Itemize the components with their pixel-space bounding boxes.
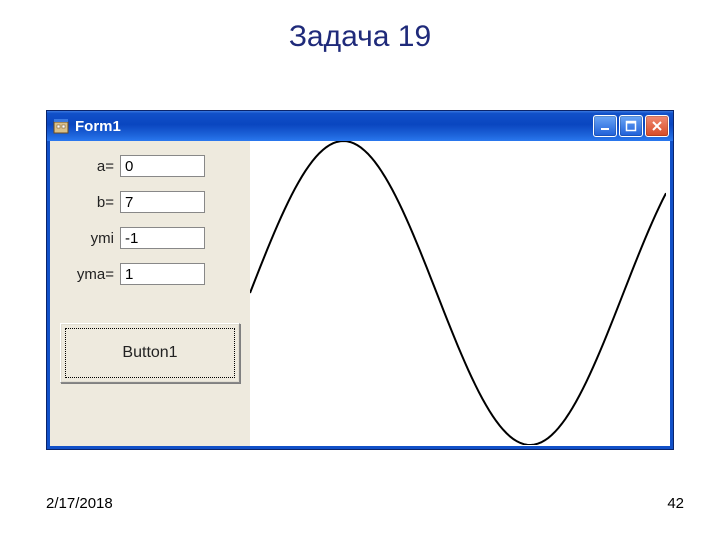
slide-title: Задача 19	[0, 0, 720, 54]
label-yma: yma=	[60, 266, 120, 283]
input-yma[interactable]	[120, 263, 205, 285]
input-a[interactable]	[120, 155, 205, 177]
field-ymi: ymi	[60, 227, 240, 249]
input-b[interactable]	[120, 191, 205, 213]
label-a: a=	[60, 158, 120, 175]
button1[interactable]: Button1	[60, 323, 240, 383]
form-body: a= b= ymi yma= Button1	[47, 141, 673, 449]
form-window: Form1 a= b= ymi	[46, 110, 674, 450]
footer-page-number: 42	[667, 495, 684, 512]
input-ymi[interactable]	[120, 227, 205, 249]
close-button[interactable]	[645, 115, 669, 137]
plot-canvas	[250, 141, 670, 446]
maximize-button[interactable]	[619, 115, 643, 137]
field-b: b=	[60, 191, 240, 213]
field-yma: yma=	[60, 263, 240, 285]
label-ymi: ymi	[60, 230, 120, 247]
minimize-button[interactable]	[593, 115, 617, 137]
titlebar: Form1	[47, 111, 673, 141]
field-a: a=	[60, 155, 240, 177]
sine-curve	[250, 141, 666, 445]
delphi-form-icon	[53, 118, 69, 134]
window-title: Form1	[75, 118, 591, 135]
footer-date: 2/17/2018	[46, 495, 113, 512]
label-b: b=	[60, 194, 120, 211]
slide-root: Задача 19 Form1	[0, 0, 720, 540]
input-panel: a= b= ymi yma= Button1	[50, 141, 250, 446]
